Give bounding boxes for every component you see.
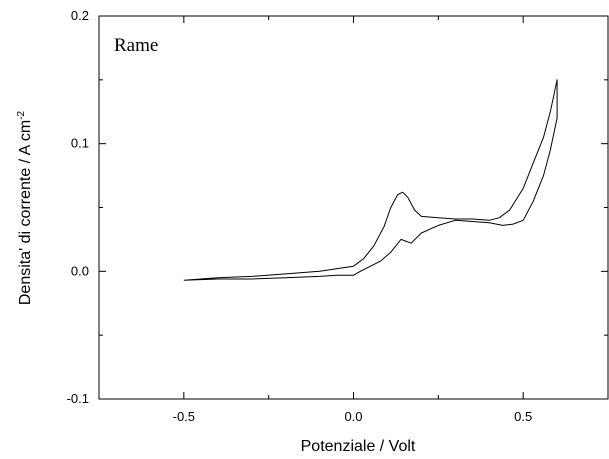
data-traces [183,79,558,281]
x-tick-label: 0.0 [344,409,362,424]
y-tick-label: -0.1 [67,391,89,406]
y-tick-label: 0.1 [71,136,89,151]
axis-tick-labels: -0.5 0.0 0.5 -0.1 0.0 0.1 0.2 [67,8,533,424]
y-tick-label: 0.0 [71,263,89,278]
chart-annotation: Rame [114,35,158,56]
x-tick-label: -0.5 [173,409,195,424]
y-axis-label-superscript: -2 [16,110,27,119]
y-axis-label: Densita' di corrente / A cm-2 [16,110,34,305]
y-axis-label-text: Densita' di corrente / A cm [17,120,34,305]
x-axis-label: Potenziale / Volt [301,438,416,455]
y-tick-label: 0.2 [71,8,89,23]
x-tick-label: 0.5 [514,409,532,424]
series-line [183,79,558,281]
axis-ticks [99,15,608,400]
plot-frame [98,15,609,400]
